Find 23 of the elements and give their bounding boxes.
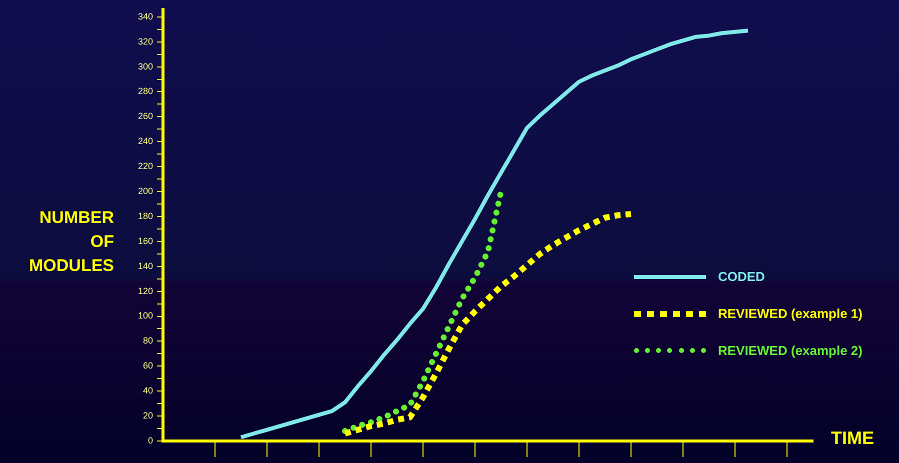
y-tick-label: 20 xyxy=(142,410,153,421)
y-tick-label: 260 xyxy=(138,111,153,122)
text: CODED xyxy=(718,269,765,284)
y-tick-label: 100 xyxy=(138,310,153,321)
y-tick-label: 160 xyxy=(138,236,153,246)
y-tick-label: 0 xyxy=(148,435,153,446)
y-tick-label: 340 xyxy=(138,11,153,22)
y-tick-label: 240 xyxy=(138,136,153,146)
y-tick-label: 220 xyxy=(138,161,153,172)
y-tick-label: 40 xyxy=(142,386,153,396)
y-tick-label: 80 xyxy=(142,336,153,346)
y-tick-label: 300 xyxy=(138,61,153,72)
y-tick-label: 60 xyxy=(142,360,153,371)
legend-label: REVIEWED (example 2) xyxy=(718,343,862,358)
y-tick-label: 280 xyxy=(138,86,153,96)
x-axis-title: TIME xyxy=(831,428,874,449)
y-tick-label: 120 xyxy=(138,286,153,296)
y-axis-title: NUMBER OF MODULES xyxy=(29,207,114,277)
y-tick-label: 200 xyxy=(138,186,153,196)
y-tick-label: 320 xyxy=(138,36,153,46)
y-tick-label: 140 xyxy=(138,260,153,271)
y-tick-label: 180 xyxy=(138,210,153,221)
legend-label: REVIEWED (example 1) xyxy=(718,306,862,321)
